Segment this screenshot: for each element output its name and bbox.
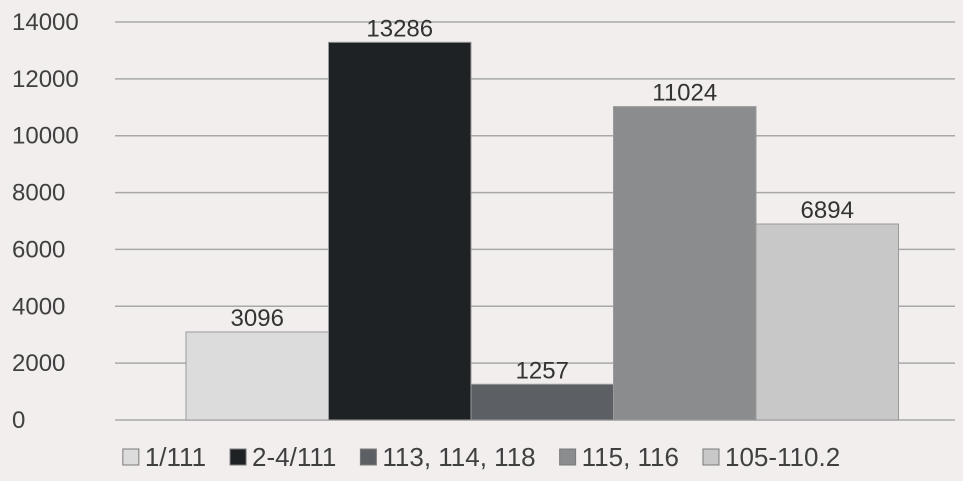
y-axis: 0 2000 4000 6000 8000 10000 12000 14000 — [12, 9, 79, 434]
legend-item: 105-110.2 — [702, 442, 840, 472]
y-tick-label: 8000 — [12, 180, 65, 207]
legend-swatch — [702, 448, 720, 466]
bar — [755, 223, 899, 421]
legend: 1/111 2-4/111 113, 114, 118 115, 116 105-110… — [122, 442, 840, 472]
y-tick-label: 14000 — [12, 9, 79, 36]
data-label: 3096 — [231, 305, 284, 332]
bar — [613, 106, 757, 421]
legend-item: 115, 116 — [559, 442, 679, 472]
y-tick-label: 6000 — [12, 236, 65, 263]
legend-label: 2-4/111 — [252, 442, 336, 472]
y-tick-label: 2000 — [12, 350, 65, 377]
data-label: 11024 — [652, 80, 717, 107]
bars — [185, 41, 899, 421]
y-tick-label: 0 — [12, 407, 25, 434]
data-label: 13286 — [366, 15, 433, 42]
legend-swatch — [359, 448, 377, 466]
legend-item: 113, 114, 118 — [359, 442, 536, 472]
legend-item: 2-4/111 — [229, 442, 336, 472]
legend-label: 1/111 — [145, 442, 206, 472]
legend-item: 1/111 — [122, 442, 206, 472]
y-tick-label: 10000 — [12, 123, 79, 150]
legend-label: 113, 114, 118 — [382, 442, 535, 472]
legend-swatch — [559, 448, 577, 466]
legend-label: 105-110.2 — [725, 442, 840, 472]
data-labels: 3096 13286 1257 11024 6894 — [231, 15, 854, 384]
data-label: 6894 — [801, 197, 854, 224]
legend-swatch — [229, 448, 247, 466]
bar — [185, 331, 329, 421]
data-label: 1257 — [516, 357, 569, 384]
y-tick-label: 4000 — [12, 293, 65, 320]
bar — [470, 383, 614, 421]
bar — [328, 41, 472, 421]
y-tick-label: 12000 — [12, 66, 79, 93]
legend-label: 115, 116 — [582, 442, 679, 472]
legend-swatch — [122, 448, 140, 466]
